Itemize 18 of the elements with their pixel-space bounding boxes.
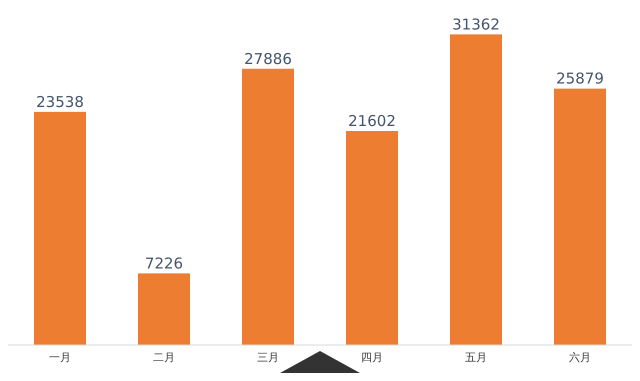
data-label: 31362 (452, 15, 500, 34)
x-tick-label: 一月 (49, 350, 71, 364)
x-tick-label: 三月 (257, 350, 279, 364)
bar (346, 131, 398, 345)
data-label: 25879 (556, 70, 604, 88)
x-tick-label: 六月 (569, 350, 591, 364)
x-tick-label: 五月 (465, 350, 487, 364)
bar (34, 112, 86, 345)
data-label: 7226 (144, 254, 184, 272)
data-label: 27886 (244, 50, 292, 68)
bar (450, 34, 502, 345)
bar (554, 88, 606, 345)
data-label: 21602 (348, 112, 396, 130)
bar (138, 273, 190, 345)
data-label: 23538 (36, 92, 84, 111)
x-tick-label: 四月 (361, 350, 383, 364)
bar (242, 68, 294, 345)
x-tick-label: 二月 (153, 350, 175, 364)
